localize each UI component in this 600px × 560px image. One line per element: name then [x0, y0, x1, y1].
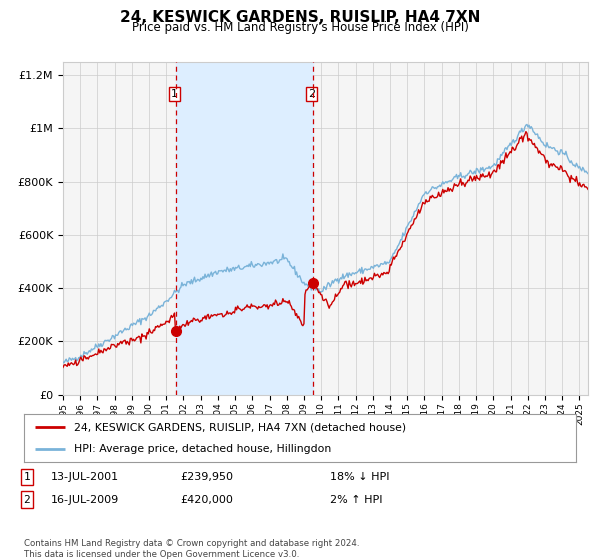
Text: 1: 1: [170, 88, 178, 99]
Text: 24, KESWICK GARDENS, RUISLIP, HA4 7XN (detached house): 24, KESWICK GARDENS, RUISLIP, HA4 7XN (d…: [74, 422, 406, 432]
Text: 2% ↑ HPI: 2% ↑ HPI: [330, 494, 383, 505]
Text: 2: 2: [308, 88, 316, 99]
Text: 1: 1: [23, 472, 31, 482]
Text: 13-JUL-2001: 13-JUL-2001: [51, 472, 119, 482]
Text: Price paid vs. HM Land Registry's House Price Index (HPI): Price paid vs. HM Land Registry's House …: [131, 21, 469, 34]
Text: 24, KESWICK GARDENS, RUISLIP, HA4 7XN: 24, KESWICK GARDENS, RUISLIP, HA4 7XN: [120, 10, 480, 25]
Text: 16-JUL-2009: 16-JUL-2009: [51, 494, 119, 505]
Bar: [176, 62, 313, 395]
Text: 18% ↓ HPI: 18% ↓ HPI: [330, 472, 389, 482]
Text: 2: 2: [23, 494, 31, 505]
Text: HPI: Average price, detached house, Hillingdon: HPI: Average price, detached house, Hill…: [74, 444, 331, 454]
Text: £239,950: £239,950: [180, 472, 233, 482]
Text: Contains HM Land Registry data © Crown copyright and database right 2024.
This d: Contains HM Land Registry data © Crown c…: [24, 539, 359, 559]
Text: £420,000: £420,000: [180, 494, 233, 505]
